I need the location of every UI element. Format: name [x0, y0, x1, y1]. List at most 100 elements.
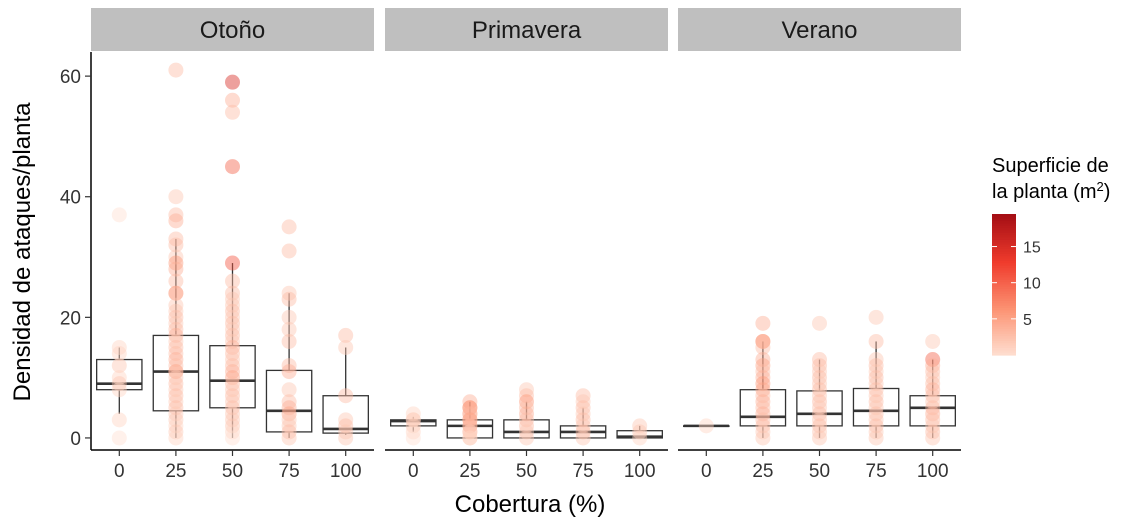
data-point — [462, 412, 478, 428]
legend-gradient-step — [992, 284, 1016, 288]
legend-gradient-step — [992, 275, 1016, 279]
data-point — [755, 412, 771, 428]
data-point — [168, 255, 184, 271]
data-point — [925, 352, 941, 368]
data-point — [225, 376, 240, 392]
data-point — [168, 237, 184, 253]
legend-gradient-step — [992, 258, 1016, 262]
panel-0: Otoño 0 25 50 75 100 — [91, 8, 374, 482]
legend-gradient-step — [992, 246, 1016, 250]
data-point — [168, 321, 184, 337]
x-tick-label: 50 — [809, 461, 830, 482]
legend-gradient-step — [992, 225, 1016, 229]
data-point — [812, 406, 827, 422]
y-tick-label: 40 — [60, 188, 81, 209]
data-point — [519, 430, 534, 446]
data-point — [575, 388, 591, 404]
data-point — [168, 303, 184, 319]
legend-title-line-2-suffix: ) — [1104, 181, 1111, 203]
data-point — [168, 315, 184, 331]
data-point — [868, 430, 884, 446]
data-point — [755, 352, 771, 368]
data-point — [462, 418, 478, 434]
legend-gradient-step — [992, 242, 1016, 246]
data-point — [925, 388, 941, 404]
legend-gradient-step — [992, 303, 1016, 307]
data-point — [462, 430, 478, 446]
x-tick-label: 75 — [866, 461, 887, 482]
legend-gradient-step — [992, 265, 1016, 269]
x-tick-label: 75 — [573, 461, 594, 482]
data-point — [168, 339, 184, 355]
data-point — [168, 352, 184, 368]
data-point — [281, 412, 297, 428]
data-point — [225, 364, 240, 380]
legend-gradient-step — [992, 251, 1016, 255]
data-point — [755, 339, 771, 355]
box-0 — [96, 347, 143, 414]
data-point — [168, 62, 184, 78]
data-point — [812, 394, 827, 410]
legend-gradient-step — [992, 310, 1016, 314]
data-point — [755, 418, 771, 434]
data-point — [755, 430, 771, 446]
data-point — [755, 364, 771, 380]
legend-gradient-step — [992, 340, 1016, 344]
box-50 — [796, 359, 843, 438]
x-tick-label: 0 — [114, 461, 125, 482]
legend-gradient-step — [992, 347, 1016, 351]
box-body — [209, 345, 256, 409]
data-point — [168, 309, 184, 325]
box-body — [796, 390, 843, 427]
legend-gradient-step — [992, 319, 1016, 323]
data-point — [338, 430, 354, 446]
data-point — [168, 424, 184, 440]
data-point — [812, 418, 827, 434]
data-point — [868, 406, 884, 422]
x-tick-label: 25 — [459, 461, 480, 482]
x-axis-title: Cobertura (%) — [455, 491, 606, 518]
data-point — [405, 430, 421, 446]
data-point — [868, 364, 884, 380]
data-point — [111, 370, 127, 386]
data-point — [225, 400, 240, 416]
x-tick-label: 0 — [701, 461, 712, 482]
data-point — [755, 388, 771, 404]
legend-gradient-step — [992, 338, 1016, 342]
x-tick-label: 100 — [624, 461, 656, 482]
legend-gradient-step — [992, 315, 1016, 318]
legend-gradient-step — [992, 272, 1016, 276]
data-point — [812, 364, 827, 380]
box-body — [322, 395, 369, 434]
data-point — [925, 333, 941, 349]
box-100 — [322, 347, 369, 435]
data-point — [168, 364, 184, 380]
data-point — [225, 315, 240, 331]
data-point — [281, 219, 297, 235]
legend-gradient-step — [992, 350, 1016, 354]
data-point — [812, 388, 827, 404]
data-point — [281, 424, 297, 440]
data-point — [868, 309, 884, 325]
data-point — [925, 376, 941, 392]
x-tick-label: 0 — [408, 461, 419, 482]
y-axis-title: Densidad de ataques/planta — [9, 102, 36, 402]
data-point — [462, 418, 478, 434]
legend-gradient-step — [992, 232, 1016, 236]
data-point — [225, 358, 240, 374]
data-point — [225, 309, 240, 325]
data-point — [168, 394, 184, 410]
data-point — [225, 333, 240, 349]
data-point — [225, 255, 240, 271]
panel-1: Primavera 0 25 50 75 100 — [385, 8, 668, 482]
data-point — [225, 424, 240, 440]
data-point — [925, 412, 941, 428]
box-body — [909, 395, 956, 427]
data-point — [168, 285, 184, 301]
legend-gradient-step — [992, 277, 1016, 281]
data-point — [225, 273, 240, 289]
data-point — [338, 418, 354, 434]
data-point — [575, 394, 591, 410]
data-point — [519, 400, 534, 416]
y-axis: 0 20 40 60 — [60, 52, 92, 450]
